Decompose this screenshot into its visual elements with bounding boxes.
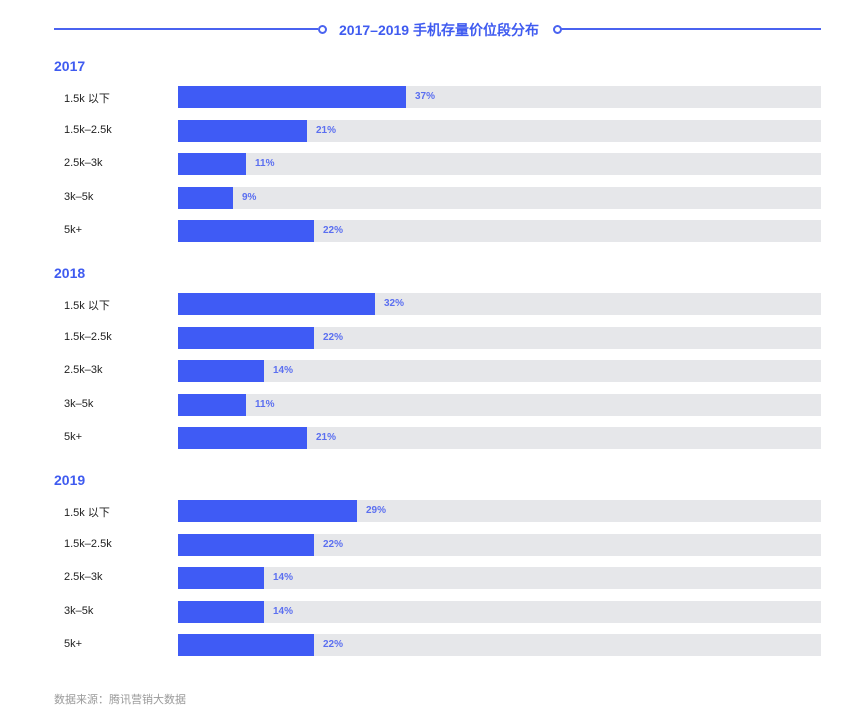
bar-value-label: 29% (366, 505, 387, 516)
bar-fill (178, 534, 314, 556)
bar-fill (178, 86, 406, 108)
bar-row: 1.5k 以下 29% (0, 500, 868, 522)
price-range-label: 3k–5k (64, 191, 94, 203)
bar-track: 11% (178, 394, 821, 416)
bar-track: 9% (178, 187, 821, 209)
bar-row: 3k–5k 9% (0, 187, 868, 209)
bar-fill (178, 187, 233, 209)
price-range-label: 2.5k–3k (64, 364, 103, 376)
bar-value-label: 14% (273, 606, 294, 617)
chart-title-row: 2017–2019 手机存量价位段分布 (54, 18, 821, 40)
bar-value-label: 21% (316, 432, 337, 443)
bar-value-label: 22% (323, 539, 344, 550)
bar-track: 22% (178, 220, 821, 242)
bar-row: 1.5k–2.5k 22% (0, 327, 868, 349)
bar-track: 29% (178, 500, 821, 522)
price-range-label: 1.5k 以下 (64, 507, 110, 519)
bar-value-label: 37% (415, 91, 436, 102)
price-range-label: 3k–5k (64, 605, 94, 617)
bar-track: 14% (178, 567, 821, 589)
price-range-label: 1.5k–2.5k (64, 124, 112, 136)
bar-track: 21% (178, 427, 821, 449)
bar-row: 3k–5k 14% (0, 601, 868, 623)
bar-track: 22% (178, 634, 821, 656)
bar-fill (178, 567, 264, 589)
bar-row: 5k+ 22% (0, 634, 868, 656)
bar-track: 11% (178, 153, 821, 175)
price-range-label: 1.5k 以下 (64, 300, 110, 312)
year-heading: 2017 (54, 58, 86, 74)
bar-track: 22% (178, 327, 821, 349)
bar-value-label: 22% (323, 639, 344, 650)
bar-value-label: 9% (242, 192, 257, 203)
bar-track: 21% (178, 120, 821, 142)
year-heading: 2019 (54, 472, 86, 488)
bar-track: 22% (178, 534, 821, 556)
bar-value-label: 32% (384, 298, 405, 309)
year-heading: 2018 (54, 265, 86, 281)
bar-track: 14% (178, 360, 821, 382)
title-divider-left (54, 28, 318, 30)
ring-dot-icon (318, 25, 327, 34)
bar-track: 37% (178, 86, 821, 108)
bar-fill (178, 220, 314, 242)
bar-track: 14% (178, 601, 821, 623)
price-range-label: 5k+ (64, 638, 83, 650)
bar-value-label: 11% (255, 158, 275, 169)
bar-row: 2.5k–3k 11% (0, 153, 868, 175)
bar-fill (178, 500, 357, 522)
bar-row: 5k+ 22% (0, 220, 868, 242)
bar-fill (178, 394, 246, 416)
price-range-label: 5k+ (64, 224, 83, 236)
bar-value-label: 22% (323, 332, 344, 343)
title-divider-right (560, 28, 821, 30)
bar-fill (178, 293, 375, 315)
bar-row: 1.5k 以下 32% (0, 293, 868, 315)
price-range-label: 2.5k–3k (64, 571, 103, 583)
bar-row: 1.5k–2.5k 21% (0, 120, 868, 142)
bar-row: 1.5k 以下 37% (0, 86, 868, 108)
bar-fill (178, 120, 307, 142)
bar-value-label: 11% (255, 399, 275, 410)
price-range-label: 2.5k–3k (64, 157, 103, 169)
bar-value-label: 22% (323, 225, 344, 236)
price-range-label: 5k+ (64, 431, 83, 443)
chart-title: 2017–2019 手机存量价位段分布 (339, 22, 539, 38)
bar-fill (178, 360, 264, 382)
bar-fill (178, 153, 246, 175)
bar-row: 1.5k–2.5k 22% (0, 534, 868, 556)
bar-value-label: 14% (273, 572, 294, 583)
price-range-label: 1.5k 以下 (64, 93, 110, 105)
bar-value-label: 14% (273, 365, 294, 376)
bar-fill (178, 634, 314, 656)
data-source-note: 数据来源：腾讯营销大数据 (54, 694, 186, 706)
bar-fill (178, 327, 314, 349)
bar-row: 3k–5k 11% (0, 394, 868, 416)
bar-fill (178, 427, 307, 449)
bar-row: 5k+ 21% (0, 427, 868, 449)
bar-value-label: 21% (316, 125, 337, 136)
bar-fill (178, 601, 264, 623)
price-range-label: 1.5k–2.5k (64, 538, 112, 550)
bar-row: 2.5k–3k 14% (0, 360, 868, 382)
price-range-label: 1.5k–2.5k (64, 331, 112, 343)
price-range-label: 3k–5k (64, 398, 94, 410)
bar-track: 32% (178, 293, 821, 315)
bar-row: 2.5k–3k 14% (0, 567, 868, 589)
